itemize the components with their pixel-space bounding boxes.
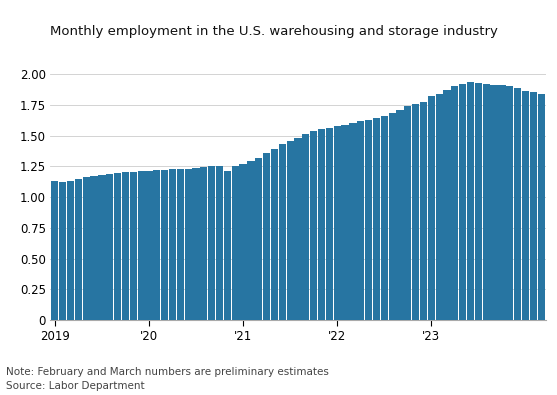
Bar [349,123,356,320]
Bar [310,131,317,320]
Bar [145,171,153,320]
Bar [420,102,427,320]
Bar [326,128,333,320]
Bar [59,182,66,320]
Bar [295,138,301,320]
Bar [436,94,443,320]
Bar [98,175,105,320]
Bar [122,173,129,320]
Bar [499,85,506,320]
Bar [443,90,451,320]
Bar [302,134,310,320]
Bar [459,84,466,320]
Bar [240,164,247,320]
Bar [138,171,145,320]
Bar [224,171,231,320]
Bar [192,168,199,320]
Bar [232,166,239,320]
Bar [169,169,176,320]
Bar [82,177,90,320]
Bar [365,120,372,320]
Bar [389,113,395,320]
Bar [184,169,192,320]
Bar [208,166,216,320]
Bar [255,158,262,320]
Bar [286,141,294,320]
Bar [271,149,278,320]
Bar [451,87,458,320]
Bar [247,162,255,320]
Text: Note: February and March numbers are preliminary estimates
Source: Labor Departm: Note: February and March numbers are pre… [6,367,329,391]
Bar [428,96,435,320]
Bar [380,116,388,320]
Bar [263,153,270,320]
Bar [90,176,97,320]
Bar [397,110,404,320]
Bar [538,94,545,320]
Bar [318,129,325,320]
Bar [412,103,419,320]
Bar [153,170,160,320]
Bar [114,173,121,320]
Bar [161,170,168,320]
Bar [75,179,82,320]
Bar [467,82,474,320]
Bar [530,92,537,320]
Bar [106,174,114,320]
Bar [130,172,137,320]
Bar [506,86,514,320]
Bar [514,88,521,320]
Bar [491,85,498,320]
Bar [522,91,529,320]
Bar [67,181,74,320]
Bar [482,84,490,320]
Bar [475,83,482,320]
Bar [51,181,58,320]
Bar [357,122,364,320]
Bar [278,144,286,320]
Bar [404,106,412,320]
Bar [334,126,341,320]
Bar [201,167,207,320]
Text: Monthly employment in the U.S. warehousing and storage industry: Monthly employment in the U.S. warehousi… [50,25,498,38]
Bar [216,166,223,320]
Bar [373,118,380,320]
Bar [341,124,349,320]
Bar [177,169,184,320]
